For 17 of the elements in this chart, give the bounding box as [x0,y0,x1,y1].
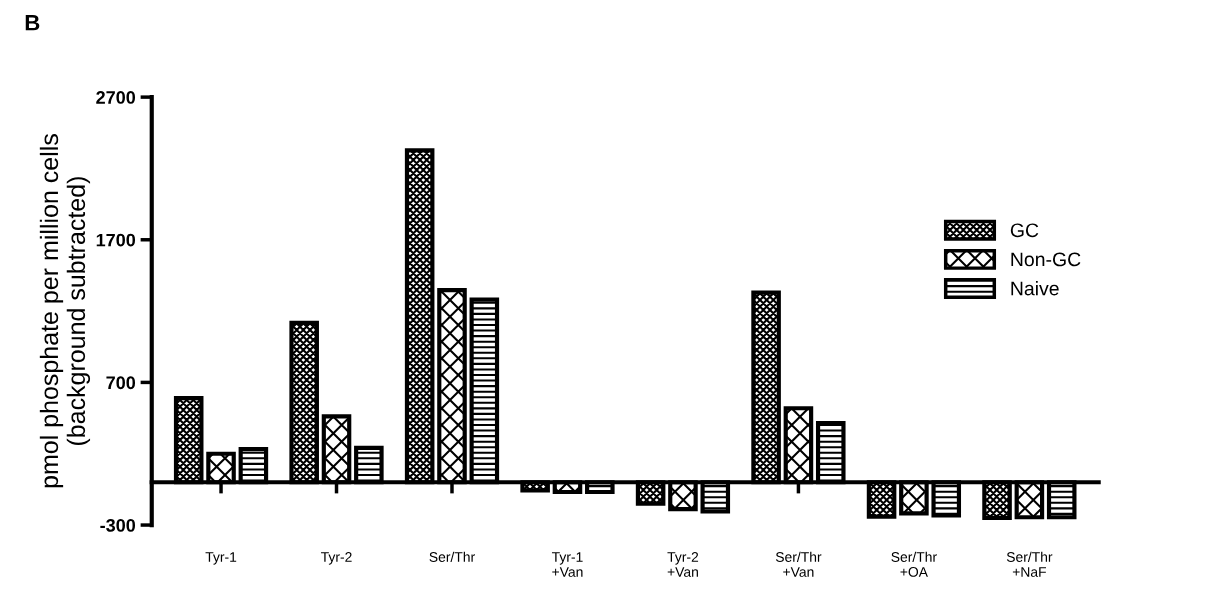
y-axis-title: pmol phosphate per million cells (background subtracted) [39,134,91,488]
x-tick-label: Tyr-2 [321,552,352,565]
x-tick-label: Ser/Thr +Van [775,551,822,577]
y-tick-label: 2700 [96,91,136,104]
x-tick-label: Ser/Thr +NaF [1006,551,1053,577]
x-tick-label: Tyr-1 [205,552,237,565]
legend-label: GC [1010,223,1039,238]
legend-label: Naive [1011,281,1059,296]
y-tick-label: 1700 [96,233,136,247]
x-tick-label: Ser/Thr [429,551,475,562]
x-tick-label: Ser/Thr +OA [891,551,937,577]
legend-label: Non-GC [1011,252,1081,267]
y-tick-label: -300 [100,518,136,532]
x-tick-label: Tyr-2 +Van [667,552,699,577]
x-tick-label: Tyr-1 +Van [551,552,583,577]
chart-title: B [25,15,40,31]
y-tick-label: 700 [106,376,136,390]
